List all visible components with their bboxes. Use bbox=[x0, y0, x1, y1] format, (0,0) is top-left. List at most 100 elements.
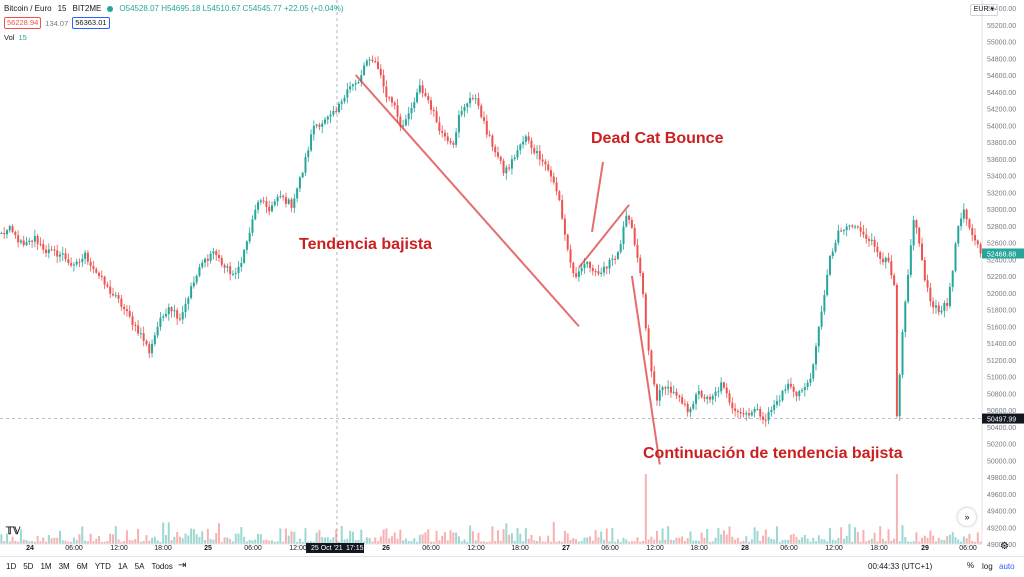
clock-readout[interactable]: 00:44:33 (UTC+1) bbox=[868, 562, 933, 571]
candle bbox=[943, 300, 946, 318]
candle bbox=[753, 406, 756, 418]
volume-bar bbox=[854, 527, 857, 544]
annotation-line bbox=[354, 74, 580, 327]
candle bbox=[809, 372, 812, 387]
log-toggle[interactable]: log bbox=[982, 562, 993, 571]
range-1d[interactable]: 1D bbox=[6, 562, 17, 571]
candle bbox=[795, 390, 798, 402]
candle bbox=[134, 321, 137, 332]
volume-bar bbox=[589, 536, 592, 544]
range-5d[interactable]: 5D bbox=[23, 562, 34, 571]
currency-selector[interactable]: EUR ▾ bbox=[969, 4, 998, 16]
range-ytd[interactable]: YTD bbox=[94, 562, 111, 571]
last-price-label: 52468.88 bbox=[987, 251, 1016, 258]
volume-bar bbox=[351, 531, 354, 544]
volume-bar bbox=[56, 537, 59, 544]
volume-bar bbox=[357, 539, 360, 544]
ask-price[interactable]: 56363.01 bbox=[72, 17, 110, 29]
candle bbox=[265, 196, 268, 213]
settings-gear-icon[interactable]: ⚙ bbox=[1000, 541, 1009, 552]
bid-price[interactable]: 56228.94 bbox=[4, 17, 42, 29]
volume-bar bbox=[418, 534, 421, 544]
volume-bar bbox=[33, 541, 36, 544]
volume-bar bbox=[485, 541, 488, 544]
volume-bar bbox=[937, 537, 940, 544]
range-5a[interactable]: 5A bbox=[134, 562, 145, 571]
volume-bar bbox=[580, 540, 583, 544]
candle bbox=[513, 154, 516, 161]
candle bbox=[683, 399, 686, 408]
candle bbox=[443, 129, 446, 142]
candle bbox=[117, 292, 120, 304]
volume-bar bbox=[390, 536, 393, 544]
bid-ask-panel: 56228.94 134.07 56363.01 bbox=[4, 17, 110, 29]
volume-bar bbox=[887, 529, 890, 544]
candle bbox=[56, 244, 59, 264]
volume-bar bbox=[251, 540, 254, 544]
volume-bar bbox=[109, 533, 112, 544]
candle bbox=[413, 97, 416, 113]
candle bbox=[114, 291, 117, 298]
volume-bar bbox=[424, 532, 427, 544]
scroll-right-icon[interactable]: » bbox=[958, 508, 976, 526]
candle bbox=[798, 389, 801, 401]
candle bbox=[349, 81, 352, 93]
candle bbox=[399, 113, 402, 131]
volume-bar bbox=[39, 541, 42, 544]
candle bbox=[636, 238, 639, 263]
volume-bar bbox=[164, 535, 167, 544]
volume-bar bbox=[385, 528, 388, 544]
range-1m[interactable]: 1M bbox=[40, 562, 52, 571]
x-tick-label: 12:00 bbox=[110, 545, 128, 552]
candle bbox=[915, 219, 918, 234]
candle bbox=[669, 381, 672, 398]
candle bbox=[106, 281, 109, 288]
y-tick-label: 50800.00 bbox=[987, 391, 1016, 398]
volume-bar bbox=[934, 541, 937, 544]
volume-bar bbox=[734, 539, 737, 544]
volume-bar bbox=[644, 474, 647, 544]
symbol-name[interactable]: Bitcoin / Euro bbox=[4, 4, 52, 13]
candle bbox=[686, 401, 689, 417]
range-1a[interactable]: 1A bbox=[117, 562, 128, 571]
volume-bar bbox=[873, 532, 876, 544]
candle bbox=[457, 110, 460, 138]
candle bbox=[92, 260, 95, 274]
range-6m[interactable]: 6M bbox=[76, 562, 88, 571]
interval-label[interactable]: 15 bbox=[57, 4, 67, 13]
volume-bar bbox=[809, 541, 812, 544]
volume-bar bbox=[307, 541, 310, 544]
volume-bar bbox=[111, 534, 114, 544]
volume-bar bbox=[962, 536, 965, 544]
volume-bar bbox=[349, 530, 352, 544]
volume-bar bbox=[67, 541, 70, 544]
candle bbox=[558, 190, 561, 202]
candle bbox=[50, 245, 53, 252]
volume-bar bbox=[499, 540, 502, 544]
range-3m[interactable]: 3M bbox=[58, 562, 70, 571]
auto-toggle[interactable]: auto bbox=[999, 562, 1015, 571]
spread-value: 134.07 bbox=[45, 18, 69, 28]
candle bbox=[940, 305, 943, 315]
volume-bar bbox=[103, 541, 106, 544]
volume-bar bbox=[477, 532, 480, 544]
volume-bar bbox=[360, 529, 363, 544]
candle bbox=[156, 321, 159, 339]
y-tick-label: 54200.00 bbox=[987, 107, 1016, 114]
candle bbox=[748, 407, 751, 420]
volume-bar bbox=[594, 530, 597, 544]
candle bbox=[148, 341, 151, 359]
price-chart[interactable]: Tendencia bajista Dead Cat Bounce Continua… bbox=[0, 0, 1024, 556]
candle bbox=[812, 362, 815, 382]
volume-bar bbox=[647, 539, 650, 544]
candle bbox=[644, 292, 647, 332]
exchange-label: BIT2ME bbox=[72, 4, 102, 13]
goto-date-icon[interactable]: ⇥ bbox=[178, 560, 187, 571]
volume-bar bbox=[834, 540, 837, 544]
range-todos[interactable]: Todos bbox=[151, 562, 173, 571]
candle bbox=[153, 332, 156, 347]
percent-toggle[interactable]: % bbox=[967, 561, 975, 570]
volume-bar bbox=[600, 531, 603, 544]
candle bbox=[778, 394, 781, 407]
candle bbox=[848, 224, 851, 230]
